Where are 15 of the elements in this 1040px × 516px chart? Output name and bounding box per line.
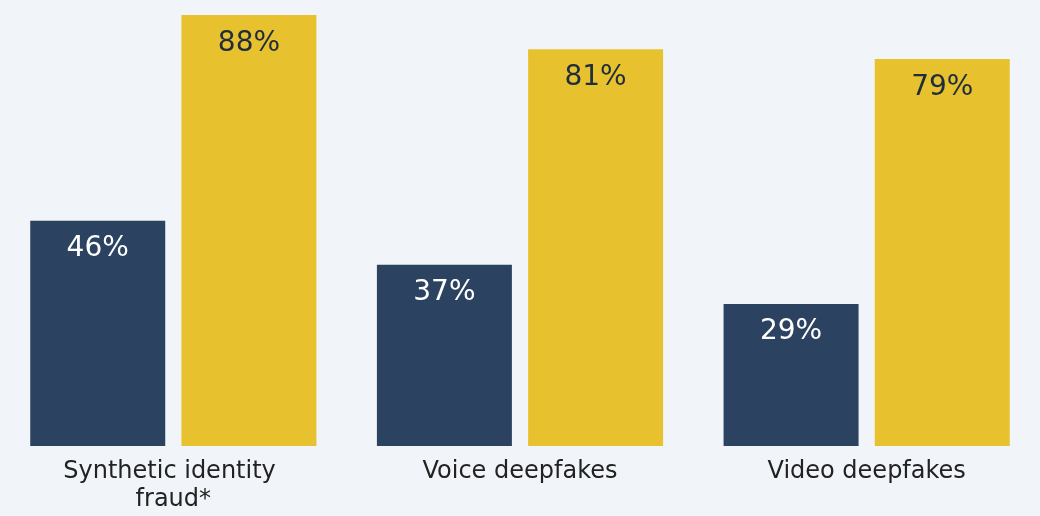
data-label: 88% [217,24,281,58]
bar [874,59,1010,446]
x-tick-label: Video deepfakes [767,456,966,484]
data-label: 29% [759,313,823,347]
x-tick-label: Voice deepfakes [422,456,618,484]
data-label: 37% [413,274,476,308]
data-label: 79% [911,68,974,102]
bar [376,264,512,446]
bar [30,220,166,446]
data-label: 46% [66,230,129,264]
data-label: 81% [564,58,627,92]
bar [723,303,859,446]
bar [528,49,664,446]
x-tick-label: Synthetic identity fraud* [63,456,284,512]
bar [181,15,317,446]
